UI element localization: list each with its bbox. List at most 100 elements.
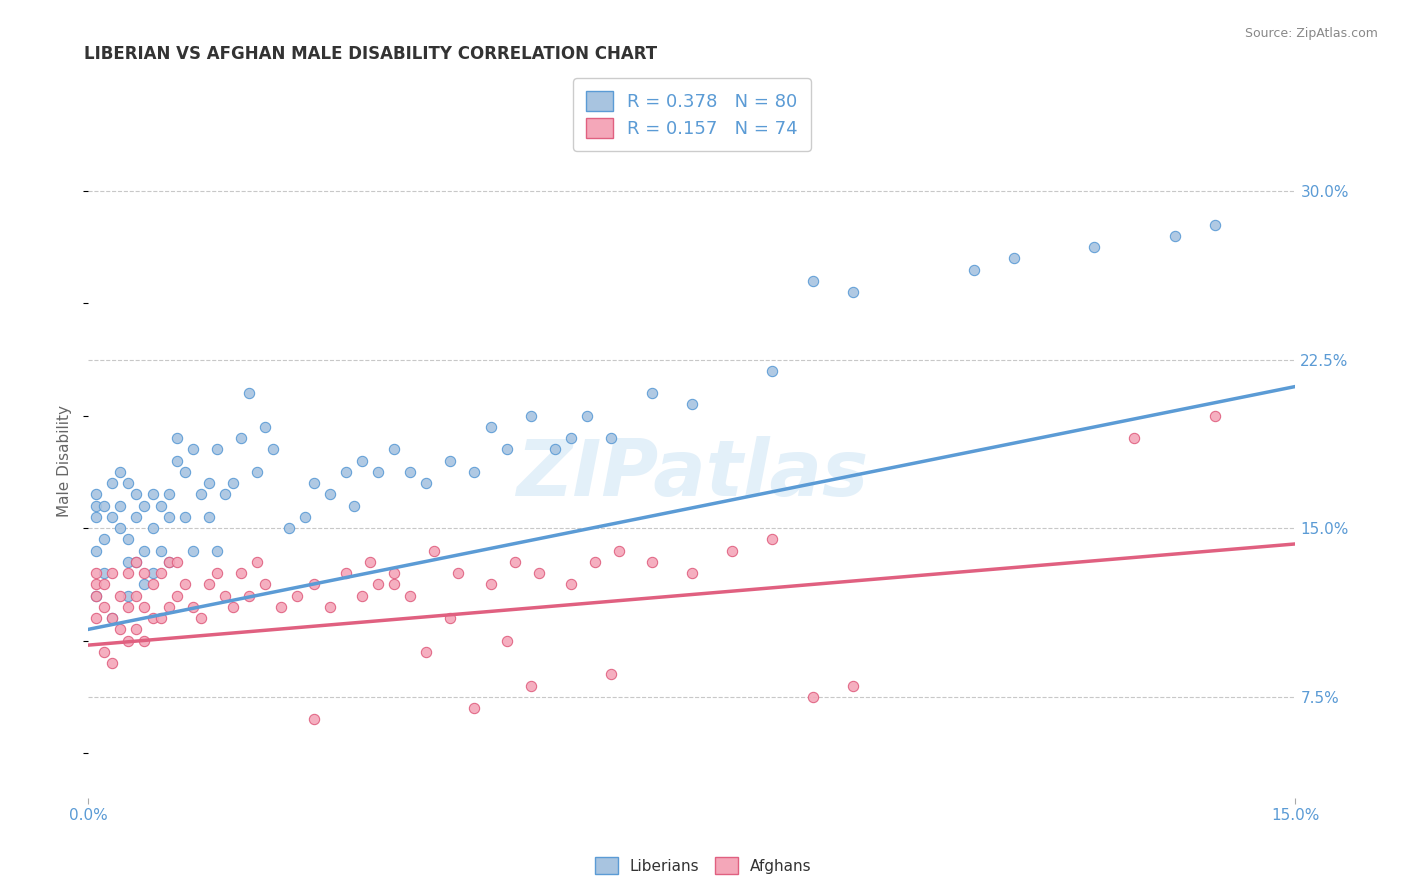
Point	[294, 510, 316, 524]
Point	[222, 476, 245, 491]
Point	[302, 577, 325, 591]
Point	[962, 262, 984, 277]
Point	[842, 679, 865, 693]
Point	[93, 566, 115, 581]
Point	[681, 397, 703, 411]
Point	[350, 589, 373, 603]
Point	[205, 566, 228, 581]
Point	[141, 521, 163, 535]
Point	[141, 566, 163, 581]
Point	[335, 566, 357, 581]
Point	[205, 543, 228, 558]
Point	[640, 386, 662, 401]
Point	[141, 611, 163, 625]
Point	[110, 521, 132, 535]
Point	[842, 285, 865, 299]
Point	[343, 499, 366, 513]
Point	[93, 599, 115, 614]
Point	[520, 409, 543, 423]
Point	[399, 589, 422, 603]
Point	[125, 555, 148, 569]
Point	[166, 589, 188, 603]
Point	[214, 487, 236, 501]
Point	[117, 633, 139, 648]
Point	[157, 510, 180, 524]
Point	[125, 555, 148, 569]
Point	[222, 599, 245, 614]
Point	[801, 274, 824, 288]
Point	[157, 487, 180, 501]
Point	[399, 465, 422, 479]
Point	[181, 599, 204, 614]
Point	[503, 555, 526, 569]
Point	[84, 510, 107, 524]
Point	[173, 577, 195, 591]
Point	[423, 543, 446, 558]
Point	[278, 521, 301, 535]
Point	[1164, 228, 1187, 243]
Point	[600, 667, 623, 681]
Point	[117, 476, 139, 491]
Point	[125, 510, 148, 524]
Point	[1123, 431, 1146, 445]
Point	[382, 577, 405, 591]
Point	[439, 453, 461, 467]
Point	[117, 555, 139, 569]
Point	[520, 679, 543, 693]
Point	[125, 589, 148, 603]
Point	[84, 543, 107, 558]
Point	[149, 543, 172, 558]
Point	[415, 476, 437, 491]
Point	[110, 465, 132, 479]
Point	[84, 566, 107, 581]
Point	[84, 589, 107, 603]
Point	[495, 633, 517, 648]
Point	[238, 589, 260, 603]
Point	[93, 533, 115, 547]
Point	[576, 409, 599, 423]
Point	[149, 499, 172, 513]
Point	[134, 599, 156, 614]
Point	[359, 555, 381, 569]
Point	[125, 487, 148, 501]
Point	[721, 543, 744, 558]
Point	[198, 476, 221, 491]
Point	[246, 465, 269, 479]
Point	[173, 510, 195, 524]
Point	[166, 431, 188, 445]
Point	[101, 611, 124, 625]
Point	[463, 701, 485, 715]
Point	[1204, 409, 1226, 423]
Point	[246, 555, 269, 569]
Point	[157, 555, 180, 569]
Point	[84, 611, 107, 625]
Point	[101, 510, 124, 524]
Point	[101, 611, 124, 625]
Point	[117, 533, 139, 547]
Point	[166, 555, 188, 569]
Point	[134, 633, 156, 648]
Point	[84, 487, 107, 501]
Point	[93, 577, 115, 591]
Point	[229, 566, 252, 581]
Point	[205, 442, 228, 457]
Point	[1083, 240, 1105, 254]
Point	[681, 566, 703, 581]
Point	[382, 566, 405, 581]
Point	[198, 577, 221, 591]
Point	[110, 589, 132, 603]
Point	[101, 656, 124, 670]
Point	[287, 589, 309, 603]
Point	[125, 623, 148, 637]
Legend: Liberians, Afghans: Liberians, Afghans	[589, 851, 817, 880]
Point	[801, 690, 824, 704]
Point	[254, 420, 277, 434]
Text: Source: ZipAtlas.com: Source: ZipAtlas.com	[1244, 27, 1378, 40]
Point	[479, 577, 502, 591]
Text: ZIPatlas: ZIPatlas	[516, 436, 868, 512]
Point	[134, 577, 156, 591]
Point	[318, 487, 340, 501]
Point	[134, 566, 156, 581]
Point	[84, 589, 107, 603]
Legend: R = 0.378   N = 80, R = 0.157   N = 74: R = 0.378 N = 80, R = 0.157 N = 74	[574, 78, 810, 151]
